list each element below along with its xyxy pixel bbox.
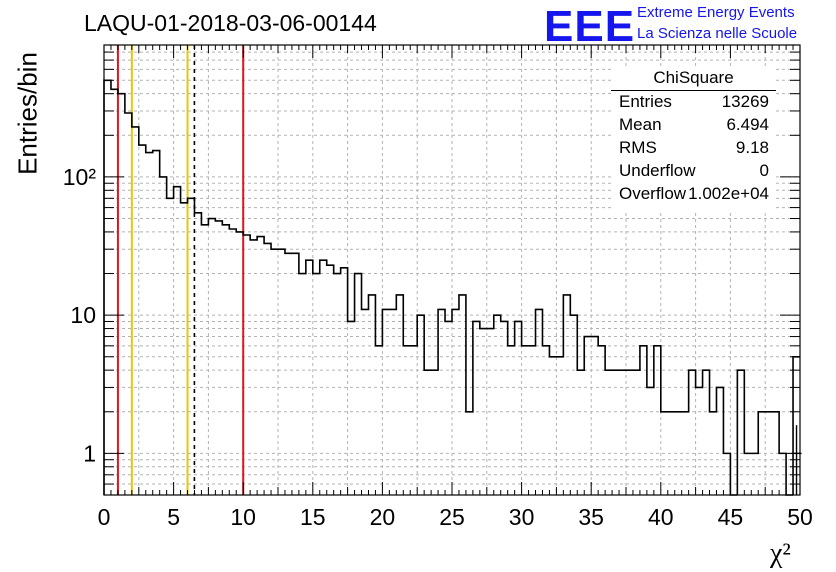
x-tick-label: 0 [98, 504, 111, 530]
x-tick-label: 20 [370, 504, 396, 530]
x-tick-label: 15 [300, 504, 326, 530]
x-tick-label: 50 [787, 504, 813, 530]
x-tick-label: 40 [648, 504, 674, 530]
stats-value: 6.494 [726, 115, 769, 134]
stats-value: 0 [759, 161, 769, 180]
stats-value: 13269 [721, 92, 769, 111]
y-axis-label: Entries/bin [12, 52, 43, 175]
x-tick-label: 10 [230, 504, 256, 530]
x-tick-label: 45 [718, 504, 744, 530]
stats-key: Overflow [619, 184, 687, 203]
chart-title: LAQU-01-2018-03-06-00144 [84, 10, 377, 36]
stats-box: ChiSquare Entries 13269 Mean 6.494 RMS 9… [611, 68, 776, 211]
stats-title: ChiSquare [653, 68, 734, 87]
x-axis-label: χ² [770, 538, 791, 569]
x-tick-label: 35 [578, 504, 604, 530]
stats-row-overflow: Overflow 1.002e+04 [619, 184, 769, 206]
logo-line-1: Extreme Energy Events [637, 4, 795, 21]
y-tick-label: 10 [70, 302, 96, 328]
eee-logo: EEE [544, 2, 636, 51]
x-tick-label: 30 [509, 504, 535, 530]
stats-row-rms: RMS 9.18 [619, 138, 769, 160]
stats-key: RMS [619, 138, 657, 157]
stats-divider [611, 90, 776, 91]
vertical-lines [116, 45, 245, 495]
stats-row-underflow: Underflow 0 [619, 161, 769, 183]
stats-key: Mean [619, 115, 662, 134]
logo-line-2: La Scienza nelle Scuole [637, 25, 798, 42]
y-tick-label: 1 [83, 440, 96, 466]
stats-key: Underflow [619, 161, 696, 180]
stats-row-mean: Mean 6.494 [619, 115, 769, 137]
axis-ticks [103, 44, 801, 496]
tick-labels: 0 5 10 15 20 25 30 35 40 45 50 1 10 10² [63, 164, 813, 530]
stats-key: Entries [619, 92, 672, 111]
x-tick-label: 5 [167, 504, 180, 530]
x-tick-label: 25 [439, 504, 465, 530]
stats-value: 1.002e+04 [688, 184, 769, 203]
stats-row-entries: Entries 13269 [619, 92, 769, 114]
y-tick-label: 10² [63, 164, 97, 190]
stats-value: 9.18 [735, 138, 769, 157]
